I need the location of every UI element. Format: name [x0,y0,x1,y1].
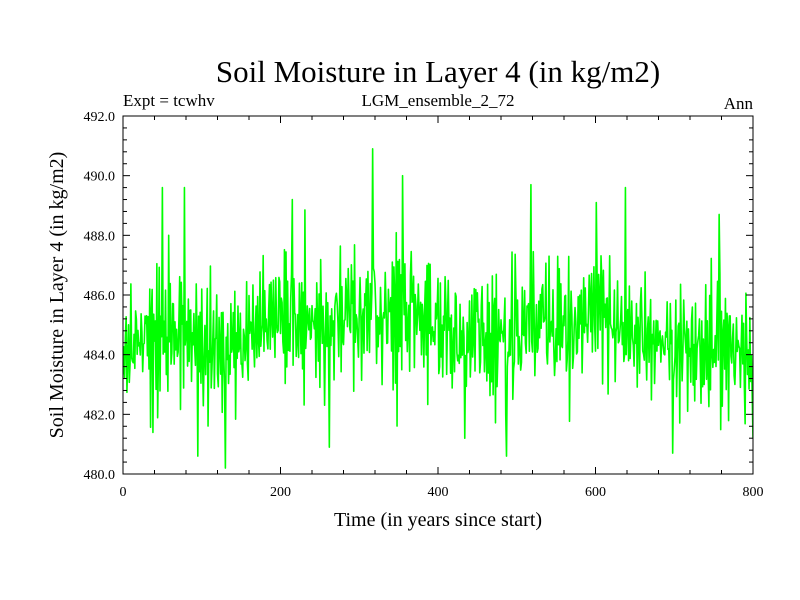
x-tick-label: 600 [585,485,606,500]
axis-ticks [122,115,754,475]
subtitle-center: LGM_ensemble_2_72 [362,91,515,110]
subtitle-left: Expt = tcwhv [123,91,215,110]
y-axis-title: Soil Moisture in Layer 4 (in kg/m2) [46,152,68,439]
y-tick-label: 488.0 [84,229,116,244]
y-tick-label: 490.0 [84,170,116,185]
y-tick-label: 484.0 [84,349,116,364]
data-line-series [123,148,753,469]
x-tick-label: 800 [743,485,764,500]
subtitle-right: Ann [724,94,754,113]
y-tick-label: 482.0 [84,408,116,423]
y-tick-label: 486.0 [84,289,116,304]
y-tick-label: 480.0 [84,468,116,483]
x-tick-label: 200 [270,485,291,500]
x-tick-label: 0 [120,485,127,500]
chart-title: Soil Moisture in Layer 4 (in kg/m2) [216,54,660,89]
x-tick-labels: 0 200 400 600 800 [120,485,764,500]
y-tick-labels: 480.0 482.0 484.0 486.0 488.0 490.0 492.0 [84,110,116,483]
x-tick-label: 400 [428,485,449,500]
y-tick-label: 492.0 [84,110,116,125]
x-axis-title: Time (in years since start) [334,509,542,531]
